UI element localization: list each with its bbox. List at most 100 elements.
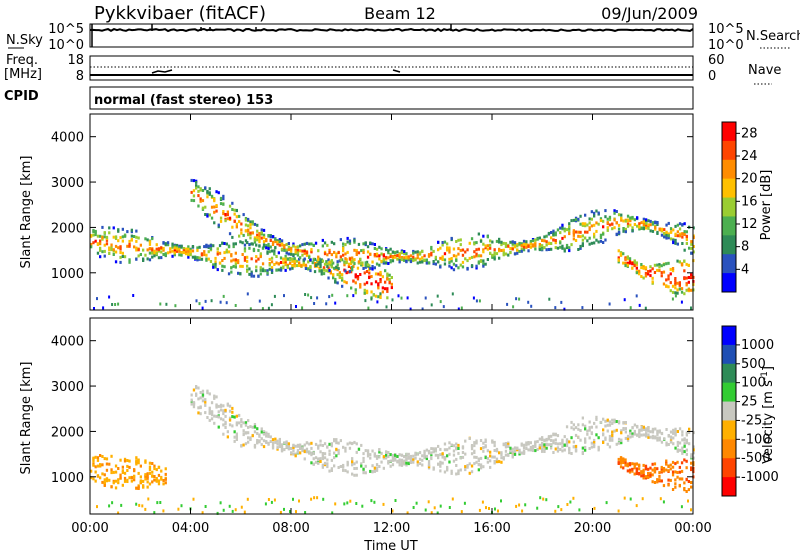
echo-cell <box>99 476 102 480</box>
echo-cell <box>452 444 456 448</box>
echo-cell <box>403 256 406 260</box>
echo-cell <box>403 462 406 466</box>
echo-cell <box>262 236 266 240</box>
echo-cell <box>450 471 453 475</box>
echo-cell <box>349 499 352 503</box>
echo-cell <box>391 254 395 258</box>
echo-cell <box>96 456 100 460</box>
echo-cell <box>547 443 551 447</box>
echo-cell <box>538 248 541 252</box>
echo-cell <box>335 265 338 269</box>
echo-cell <box>527 244 530 248</box>
echo-cell <box>371 464 374 468</box>
echo-cell <box>608 215 612 219</box>
echo-cell <box>382 254 385 258</box>
echo-cell <box>674 470 677 474</box>
echo-cell <box>96 297 98 301</box>
echo-cell <box>226 430 229 434</box>
echo-cell <box>593 421 596 425</box>
echo-cell <box>337 451 340 455</box>
echo-cell <box>541 247 544 251</box>
colorbar-segment <box>722 140 736 161</box>
echo-cell <box>351 441 354 445</box>
echo-cell <box>182 251 185 255</box>
echo-cell <box>644 271 648 275</box>
echo-cell <box>617 437 621 441</box>
echo-cell <box>249 226 252 230</box>
echo-cell <box>256 229 259 233</box>
echo-cell <box>568 229 571 233</box>
echo-cell <box>568 246 571 250</box>
echo-cell <box>638 303 641 307</box>
echo-cell <box>391 250 395 254</box>
echo-cell <box>197 386 200 390</box>
echo-cell <box>556 246 560 250</box>
echo-cell <box>516 251 519 255</box>
echo-cell <box>427 465 431 469</box>
echo-cell <box>101 463 104 467</box>
echo-cell <box>333 451 336 455</box>
echo-cell <box>624 264 627 268</box>
echo-cell <box>482 449 485 453</box>
echo-cell <box>534 443 537 447</box>
echo-cell <box>316 264 319 268</box>
echo-cell <box>615 428 618 432</box>
echo-cell <box>210 413 214 417</box>
colorbar-segment <box>722 477 736 497</box>
echo-cell <box>274 246 277 250</box>
echo-cell <box>262 439 266 443</box>
echo-cell <box>231 406 234 410</box>
echo-cell <box>231 410 234 414</box>
echo-cell <box>133 478 136 482</box>
echo-cell <box>556 434 560 438</box>
echo-cell <box>346 463 349 467</box>
echo-cell <box>310 242 313 246</box>
echo-cell <box>279 256 283 260</box>
echo-cell <box>683 444 686 448</box>
echo-cell <box>602 219 605 223</box>
echo-cell <box>247 228 250 232</box>
echo-cell <box>541 441 544 445</box>
echo-cell <box>203 253 206 257</box>
echo-cell <box>333 464 336 468</box>
echo-cell <box>253 238 257 242</box>
echo-cell <box>543 439 546 443</box>
echo-cell <box>455 442 458 446</box>
echo-cell <box>406 296 409 300</box>
echo-cell <box>611 438 614 442</box>
echo-cell <box>247 224 250 228</box>
echo-cell <box>617 223 621 227</box>
echo-cell <box>308 256 311 259</box>
echo-cell <box>269 235 272 239</box>
echo-cell <box>351 457 354 461</box>
echo-cell <box>642 220 645 224</box>
echo-cell <box>234 265 237 269</box>
echo-cell <box>674 462 677 466</box>
echo-cell <box>180 504 183 508</box>
echo-cell <box>352 294 355 298</box>
echo-cell <box>685 288 688 292</box>
echo-cell <box>620 216 623 220</box>
echo-cell <box>330 469 333 472</box>
echo-cell <box>159 501 162 504</box>
echo-cell <box>561 246 564 250</box>
echo-cell <box>285 248 288 252</box>
echo-cell <box>443 470 447 474</box>
echo-cell <box>653 462 657 466</box>
echo-cell <box>258 439 261 443</box>
echo-cell <box>636 224 639 228</box>
echo-cell <box>518 452 521 456</box>
echo-cell <box>676 471 679 474</box>
echo-cell <box>121 471 124 474</box>
echo-cell <box>620 438 623 442</box>
echo-cell <box>269 435 272 439</box>
echo-cell <box>507 444 510 448</box>
echo-cell <box>662 263 666 267</box>
echo-cell <box>450 236 453 240</box>
echo-cell <box>159 302 162 306</box>
echo-cell <box>683 222 686 226</box>
echo-cell <box>424 296 427 300</box>
echo-cell <box>353 462 356 466</box>
echo-cell <box>114 303 117 306</box>
